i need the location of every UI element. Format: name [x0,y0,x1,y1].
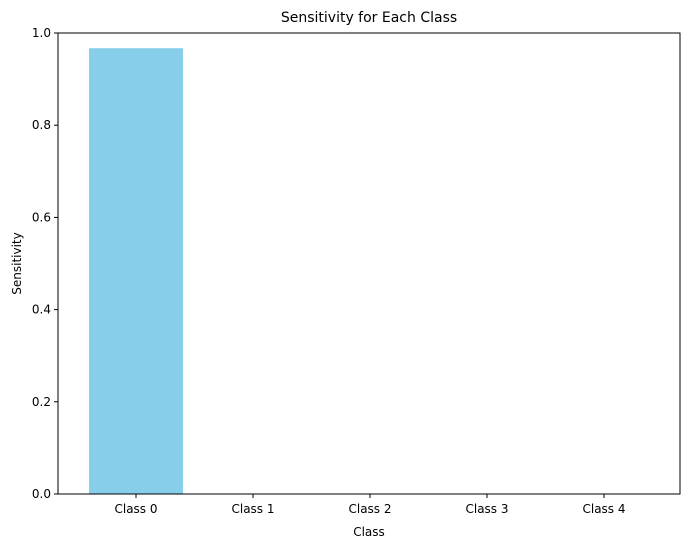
plot-area-frame [57,32,681,495]
x-tick-label: Class 4 [582,502,625,516]
y-tick-label: 0.2 [32,395,51,409]
x-tick-label: Class 2 [348,502,391,516]
x-axis: Class 0 Class 1 Class 2 Class 3 Class 4 [114,494,626,516]
y-axis-label: Sensitivity [10,232,24,294]
y-tick-label: 1.0 [32,26,51,40]
x-tick-label: Class 1 [231,502,274,516]
y-tick-label: 0.6 [32,210,51,224]
chart-title: Sensitivity for Each Class [281,10,457,26]
y-tick-label: 0.4 [32,303,51,317]
x-axis-label: Class [353,525,385,539]
y-tick-label: 0.0 [32,487,51,501]
x-tick-label: Class 0 [114,502,157,516]
y-axis: 0.0 0.2 0.4 0.6 0.8 1.0 [32,26,58,501]
bar-class-0 [89,48,183,494]
y-tick-label: 0.8 [32,118,51,132]
bars-group [89,48,183,494]
x-tick-label: Class 3 [465,502,508,516]
